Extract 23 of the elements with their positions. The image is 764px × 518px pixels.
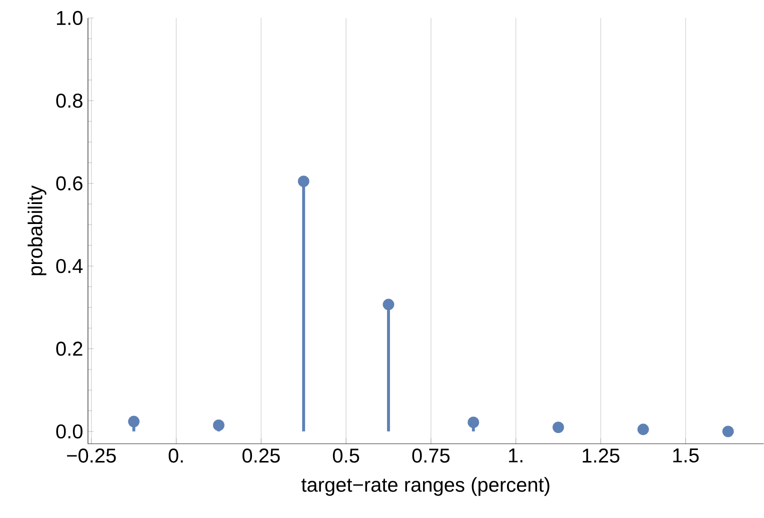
x-tick-label: −0.25 [67,448,116,463]
x-tick-label: 1. [509,448,522,462]
y-tick-label: 0.0 [56,424,82,439]
x-axis-title: target−rate ranges (percent) [301,477,550,496]
point [212,420,224,432]
y-tick-label: 0.6 [56,176,82,191]
y-tick-label: 0.2 [56,342,82,356]
point [468,416,480,428]
point [382,298,394,310]
x-tick-label: 0.5 [332,448,360,463]
y-tick-label: 1.0 [56,11,82,26]
x-tick-label: 0.25 [242,448,280,463]
x-tick-label: 0.75 [412,448,450,463]
y-tick-label: 0.4 [56,259,83,274]
y-axis-title: probability [28,186,46,276]
point [298,176,310,188]
point [637,424,649,436]
x-tick-label: 1.5 [673,448,699,463]
y-tick-label: 0.8 [56,94,82,108]
point [552,422,564,434]
x-tick-label: 0. [168,448,183,463]
point [128,416,140,428]
x-tick-label: 1.25 [582,448,620,463]
